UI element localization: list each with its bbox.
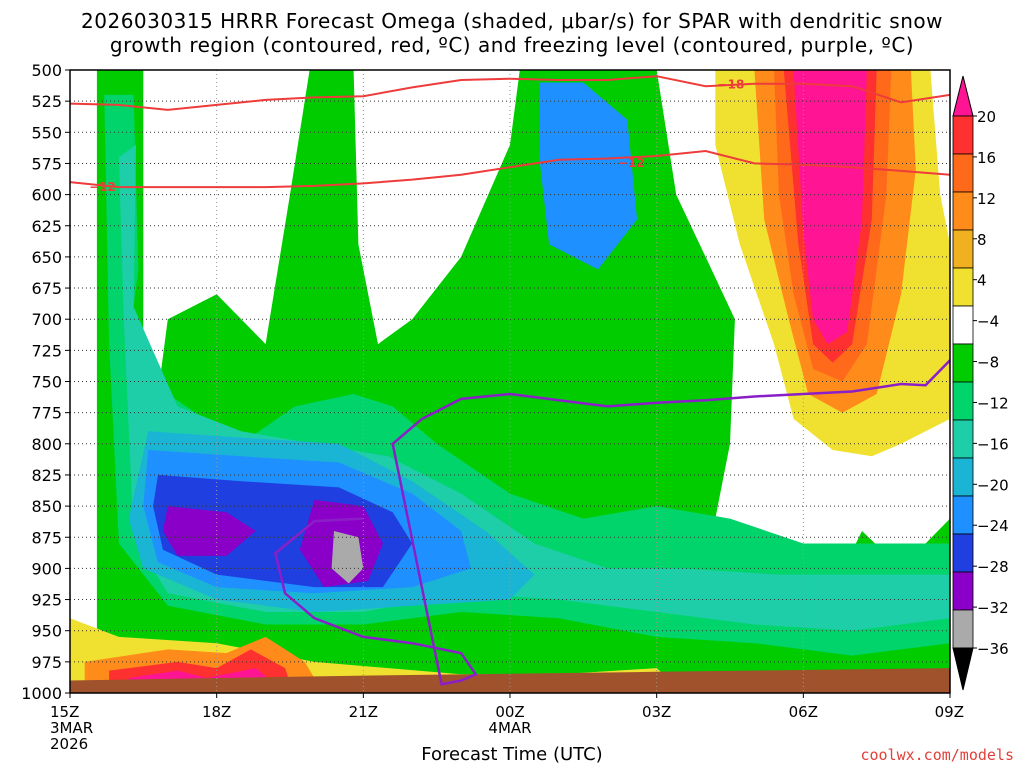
credit-text: coolwx.com/models <box>860 746 1014 764</box>
colorbar-label-3: 8 <box>977 231 987 249</box>
omega-region-4 <box>539 82 638 270</box>
colorbar-label-13: −36 <box>977 640 1009 658</box>
y-tick-label-1: 525 <box>31 92 62 111</box>
y-tick-label-10: 750 <box>31 373 62 392</box>
colorbar-block-13 <box>952 609 974 649</box>
colorbar-top-arrow <box>952 75 974 117</box>
colorbar-block-6 <box>952 343 974 383</box>
y-tick-label-8: 700 <box>31 310 62 329</box>
y-tick-label-13: 825 <box>31 466 62 485</box>
colorbar-block-8 <box>952 419 974 459</box>
y-tick-label-5: 625 <box>31 217 62 236</box>
x-tick-label-0: 15Z <box>50 703 79 721</box>
y-tick-label-16: 900 <box>31 559 62 578</box>
dgz-contour-0 <box>70 75 950 111</box>
colorbar-label-5: −4 <box>977 313 999 331</box>
y-tick-label-17: 925 <box>31 591 62 610</box>
colorbar-bottom-arrow <box>952 647 974 691</box>
colorbar-block-1 <box>952 153 974 193</box>
colorbar-block-2 <box>952 191 974 231</box>
colorbar-label-9: −20 <box>977 476 1009 494</box>
colorbar-block-10 <box>952 495 974 535</box>
colorbar-label-7: −12 <box>977 394 1009 412</box>
colorbar-label-12: −32 <box>977 599 1009 617</box>
colorbar-label-2: 12 <box>977 190 996 208</box>
x-tick-label-4: 03Z <box>642 703 671 721</box>
colorbar-block-3 <box>952 229 974 269</box>
colorbar-block-12 <box>952 571 974 611</box>
colorbar-label-4: 4 <box>977 272 987 290</box>
y-tick-label-6: 650 <box>31 248 62 267</box>
colorbar-block-11 <box>952 533 974 573</box>
y-tick-label-15: 875 <box>31 528 62 547</box>
colorbar-label-10: −24 <box>977 517 1009 535</box>
x-tick-label-1: 18Z <box>202 703 231 721</box>
dgz-label-1a: −12 <box>89 180 116 194</box>
y-tick-label-3: 575 <box>31 154 62 173</box>
chart-title-line-2: growth region (contoured, red, ºC) and f… <box>109 33 915 57</box>
dgz-contour-1 <box>70 149 950 189</box>
chart-title-line-1: 2026030315 HRRR Forecast Omega (shaded, … <box>81 9 943 33</box>
y-tick-label-14: 850 <box>31 497 62 516</box>
x-tick-sublabel-0-1: 2026 <box>50 735 88 753</box>
x-tick-label-3: 00Z <box>495 703 524 721</box>
x-tick-label-2: 21Z <box>349 703 378 721</box>
dgz-label-0: −18 <box>718 78 745 92</box>
x-tick-sublabel-3-0: 4MAR <box>488 719 531 737</box>
y-tick-label-9: 725 <box>31 341 62 360</box>
colorbar-label-8: −16 <box>977 435 1009 453</box>
colorbar-block-5 <box>952 305 974 345</box>
y-tick-label-2: 550 <box>31 123 62 142</box>
omega-region-14 <box>793 70 867 345</box>
y-tick-label-12: 800 <box>31 435 62 454</box>
x-tick-label-6: 09Z <box>935 703 964 721</box>
x-axis-label: Forecast Time (UTC) <box>421 744 603 765</box>
colorbar-block-0 <box>952 115 974 155</box>
x-tick-sublabel-0-0: 3MAR <box>50 719 93 737</box>
colorbar-label-6: −8 <box>977 354 999 372</box>
freezing-level-line <box>273 359 950 686</box>
colorbar-label-11: −28 <box>977 558 1009 576</box>
y-tick-label-7: 675 <box>31 279 62 298</box>
y-tick-label-4: 600 <box>31 186 62 205</box>
y-tick-label-19: 975 <box>31 653 62 672</box>
y-tick-label-11: 775 <box>31 404 62 423</box>
colorbar-block-4 <box>952 267 974 307</box>
colorbar-block-7 <box>952 381 974 421</box>
dgz-label-1b: −12 <box>618 156 645 170</box>
colorbar-block-9 <box>952 457 974 497</box>
omega-region-7 <box>162 506 256 556</box>
colorbar-label-0: 20 <box>977 108 996 126</box>
y-tick-label-0: 500 <box>31 61 62 80</box>
y-tick-label-20: 1000 <box>21 684 62 703</box>
ground-surface <box>70 668 950 693</box>
x-tick-label-5: 06Z <box>789 703 818 721</box>
omega-region-9 <box>331 531 364 584</box>
colorbar-label-1: 16 <box>977 149 996 167</box>
y-tick-label-18: 950 <box>31 622 62 641</box>
